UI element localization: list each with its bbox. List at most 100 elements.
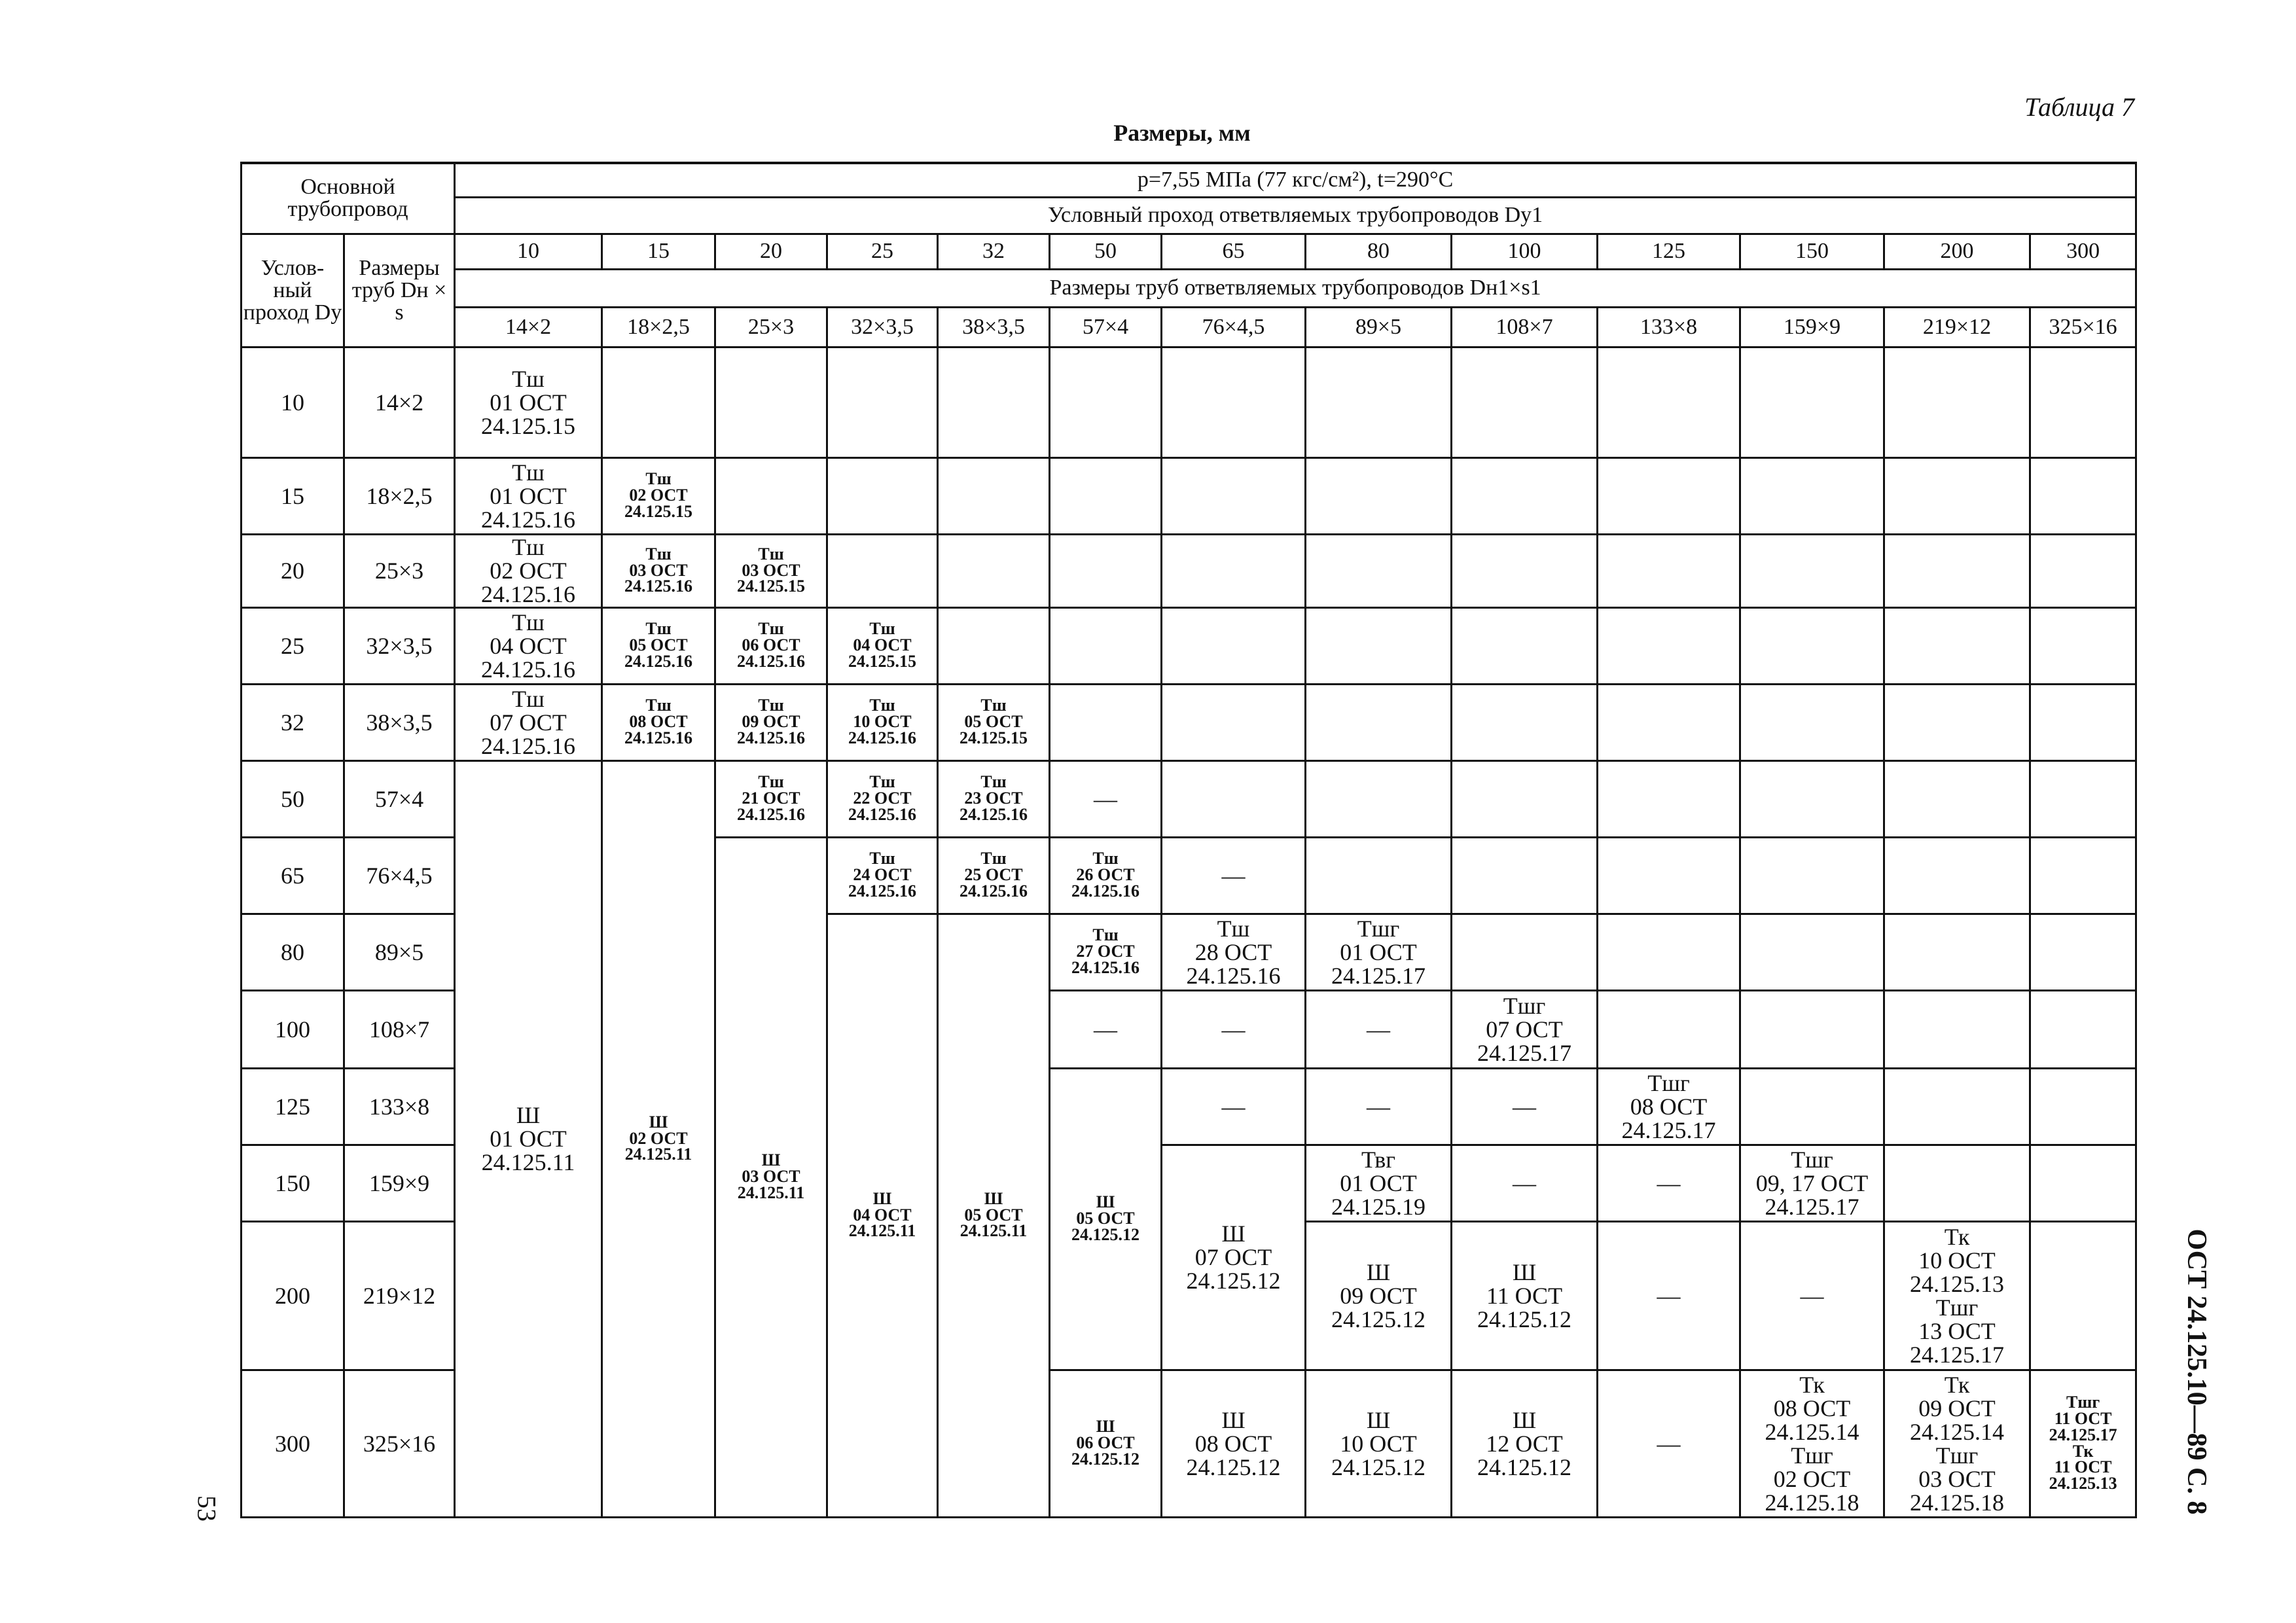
branch-size: 133×8 [1596, 306, 1742, 348]
cell-line: Тк [2072, 1441, 2094, 1461]
branch-size: 325×16 [2029, 306, 2138, 348]
cell-line: 02 ОСТ [1773, 1465, 1851, 1492]
cell-line: Тш [645, 544, 672, 563]
branch-size: 14×2 [454, 306, 603, 348]
cell-line: 11 ОСТ [2054, 1457, 2112, 1477]
cell-line: 09, 17 ОСТ [1755, 1169, 1869, 1196]
empty-cell [2029, 989, 2138, 1069]
cell-line: 24.125.16 [737, 804, 806, 824]
cell-line: 01 ОСТ [1340, 1169, 1417, 1196]
cell-line: 21 ОСТ [742, 789, 800, 808]
cell-line: Ш [516, 1102, 541, 1128]
table-row: 20 25×3 Тш 02 ОСТ 24.125.16 Тш 03 ОСТ 24.125.16… [240, 533, 2138, 609]
cell-line: 24.125.16 [848, 881, 917, 901]
empty-cell [1883, 836, 2032, 915]
cell-line: 24.125.16 [960, 881, 1028, 901]
row-dy: 15 [240, 456, 345, 535]
cell: Ш 10 ОСТ 24.125.12 [1304, 1368, 1453, 1518]
cell-line: Тк [1799, 1371, 1825, 1398]
cell-line: Ш [1221, 1221, 1246, 1247]
cell: — [1304, 1067, 1453, 1146]
cell-line: 28 ОСТ [1194, 938, 1272, 965]
cell-line: 07 ОСТ [1486, 1016, 1563, 1043]
empty-cell [2029, 533, 2138, 609]
empty-cell [1739, 456, 1886, 535]
cell-line: Тш [869, 696, 895, 715]
page-number: 53 [192, 1495, 222, 1522]
cell-line: 24.125.16 [624, 728, 693, 747]
cell-line: 03 ОСТ [742, 1167, 800, 1186]
table-row: 50 57×4 Ш 01 ОСТ 24.125.11 Ш 02 ОСТ 24.125.11 Тш… [240, 759, 2138, 1518]
empty-cell [2029, 836, 2138, 915]
empty-cell [2029, 1143, 2138, 1222]
empty-cell [1450, 912, 1599, 991]
empty-cell [1160, 683, 1307, 762]
cell-line: Ш [1221, 1406, 1246, 1433]
branch-dy: 300 [2029, 232, 2138, 270]
cell-line: Тш [512, 534, 545, 560]
row-dy: 25 [240, 606, 345, 685]
cell-line: Тш [1092, 925, 1119, 945]
empty-cell [1049, 533, 1163, 609]
cell: — [1160, 836, 1307, 915]
cell-line: 01 ОСТ [490, 1126, 567, 1152]
empty-cell [714, 456, 829, 535]
cell-line: Тшг [1647, 1069, 1690, 1096]
cell-line: Ш [872, 1188, 892, 1208]
empty-cell [2029, 683, 2138, 762]
empty-cell [1596, 912, 1742, 991]
cell-line: Тш [869, 619, 895, 639]
branch-size-header: Размеры труб ответвляемых трубопроводов … [454, 268, 2138, 308]
row-size: 76×4,5 [342, 836, 456, 915]
cell-line: 24.125.16 [1071, 957, 1140, 977]
cell-line: 02 ОСТ [490, 558, 567, 584]
units: Размеры, мм [1113, 120, 1251, 146]
cell-line: 24.125.17 [1910, 1341, 2005, 1368]
cell-line: — [1094, 785, 1118, 812]
row-size: 89×5 [342, 912, 456, 991]
cell-line: Ш [1512, 1406, 1537, 1433]
cell: Ш 08 ОСТ 24.125.12 [1160, 1368, 1307, 1518]
cell-line: 01 ОСТ [490, 389, 567, 416]
row-dy: 100 [240, 989, 345, 1069]
empty-cell [1304, 683, 1453, 762]
empty-cell [1450, 456, 1599, 535]
cell-line: Тк [1944, 1223, 1970, 1250]
cell: Тш 01 ОСТ 24.125.16 [454, 456, 603, 535]
empty-cell [937, 346, 1051, 459]
cell-line: Тш [1217, 915, 1250, 942]
cell: Тш 24 ОСТ 24.125.16 [826, 836, 939, 915]
cell-line: 03 ОСТ [1918, 1465, 1996, 1492]
cell-line: 06 ОСТ [1076, 1433, 1135, 1453]
cell: Тк 10 ОСТ 24.125.13 Тшг 13 ОСТ 24.125.17 [1883, 1220, 2032, 1371]
cell-line: Ш [1096, 1192, 1115, 1212]
empty-cell [1450, 606, 1599, 685]
cell-line: 09 ОСТ [1340, 1282, 1417, 1309]
empty-cell [1596, 989, 1742, 1069]
empty-cell [1304, 759, 1453, 838]
branch-size: 108×7 [1450, 306, 1599, 348]
cell-line: 05 ОСТ [629, 635, 688, 655]
cell: Тш 02 ОСТ 24.125.15 [601, 456, 717, 535]
cell: Ш 06 ОСТ 24.125.12 [1049, 1368, 1163, 1518]
empty-cell [1883, 1143, 2032, 1222]
cell-line: 24.125.12 [1186, 1268, 1281, 1294]
cell-line: — [1800, 1282, 1824, 1309]
cell-line: 12 ОСТ [1486, 1430, 1563, 1457]
cell-line: — [1221, 1016, 1246, 1043]
empty-cell [1883, 533, 2032, 609]
cell-line: 24.125.15 [848, 651, 917, 671]
table-row: 80 89×5 Ш 04 ОСТ 24.125.11 Ш 05 ОСТ 24.125.11 Тш… [240, 912, 2138, 1518]
cell: Тш 10 ОСТ 24.125.16 [826, 683, 939, 762]
cell-line: 03 ОСТ [742, 560, 800, 580]
main-header: Основной трубопровод [240, 162, 456, 235]
cell-line: 24.125.16 [481, 581, 576, 607]
branch-dy: 10 [454, 232, 603, 270]
cell-line: Тш [758, 772, 784, 792]
cell-line: 24.125.11 [481, 1149, 575, 1175]
cell: Тш 06 ОСТ 24.125.16 [714, 606, 829, 685]
cell-line: — [1657, 1430, 1681, 1457]
cell-line: 04 ОСТ [490, 632, 567, 659]
empty-cell [1160, 346, 1307, 459]
cell: Тш 27 ОСТ 24.125.16 [1049, 912, 1163, 991]
